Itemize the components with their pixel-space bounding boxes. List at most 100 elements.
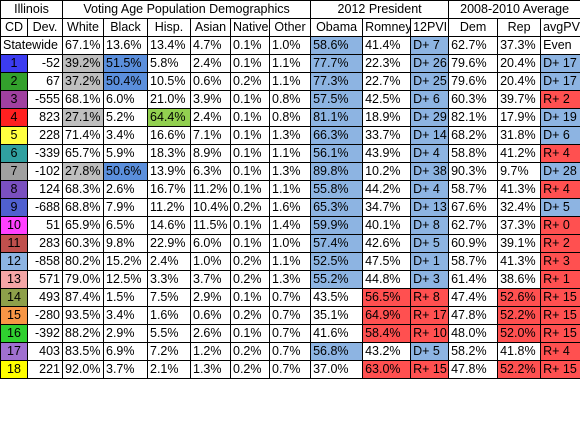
value-cell: 11.5% xyxy=(190,216,231,235)
value-cell: 20.4% xyxy=(497,54,542,73)
value-cell: 6.0% xyxy=(190,234,231,253)
value-cell: 1.0% xyxy=(190,252,231,271)
value-cell: 38.6% xyxy=(497,270,542,289)
value-cell: 1.3% xyxy=(268,270,312,289)
column-header: Other xyxy=(268,18,312,37)
value-cell: R+ 15 xyxy=(540,288,580,307)
value-cell: 0.2% xyxy=(230,342,270,361)
value-cell: 12.5% xyxy=(103,270,148,289)
value-cell: D+ 13 xyxy=(410,198,450,217)
value-cell: 60.3% xyxy=(62,234,104,253)
value-cell: 6.0% xyxy=(103,90,148,109)
value-cell: R+ 17 xyxy=(410,306,450,325)
column-header: Dev. xyxy=(27,18,63,37)
value-cell: 56.8% xyxy=(310,342,364,361)
value-cell: 10.4% xyxy=(190,198,231,217)
value-cell: 50.4% xyxy=(103,72,148,91)
value-cell: 39.7% xyxy=(497,90,542,109)
column-header: avgPVI xyxy=(540,18,580,37)
value-cell: 14.6% xyxy=(147,216,191,235)
value-cell: D+ 29 xyxy=(410,108,450,127)
value-cell: D+ 6 xyxy=(540,126,580,145)
value-cell: 68.2% xyxy=(448,126,499,145)
value-cell: 1.6% xyxy=(268,198,312,217)
value-cell: 0.1% xyxy=(230,36,270,55)
value-cell: 3.4% xyxy=(103,126,148,145)
value-cell: 1.0% xyxy=(268,234,312,253)
value-cell: 57.4% xyxy=(310,234,364,253)
value-cell: 3.3% xyxy=(147,270,191,289)
value-cell: 37.0% xyxy=(310,360,364,379)
value-cell: 13.6% xyxy=(103,36,148,55)
value-cell: R+ 15 xyxy=(540,306,580,325)
value-cell: R+ 3 xyxy=(540,252,580,271)
value-cell: 1.0% xyxy=(268,36,312,55)
value-cell: 67.6% xyxy=(448,198,499,217)
value-cell: 2.4% xyxy=(190,108,231,127)
data-row: 15 -280 93.5% 3.4% 1.6% 0.6% 0.2% 0.7% 35.1% 64.9… xyxy=(0,306,580,325)
value-cell: 67 xyxy=(27,72,63,91)
value-cell: 0.1% xyxy=(230,162,270,181)
value-cell: 68.8% xyxy=(62,198,104,217)
value-cell: 1.3% xyxy=(268,126,312,145)
data-row: 6 -339 65.7% 5.9% 18.3% 8.9% 0.1% 1.1% 56.1% 43.9… xyxy=(0,144,580,163)
value-cell: R+ 4 xyxy=(540,144,580,163)
value-cell: 3.7% xyxy=(190,270,231,289)
group-header: 2008-2010 Average xyxy=(448,0,580,19)
group-header-row: Illinois Voting Age Population Demographi… xyxy=(0,0,580,19)
value-cell: 0.2% xyxy=(230,306,270,325)
value-cell: 61.4% xyxy=(448,270,499,289)
value-cell: 0.1% xyxy=(230,324,270,343)
district-cell: 8 xyxy=(0,180,28,199)
value-cell: 41.8% xyxy=(497,342,542,361)
value-cell: 0.2% xyxy=(230,72,270,91)
value-cell: 37.3% xyxy=(497,36,542,55)
value-cell: 823 xyxy=(27,108,63,127)
value-cell: 0.8% xyxy=(268,108,312,127)
value-cell: D+ 14 xyxy=(410,126,450,145)
data-row: 9 -688 68.8% 7.9% 11.2% 10.4% 0.2% 1.6% 65.3% 34.… xyxy=(0,198,580,217)
value-cell: R+ 8 xyxy=(410,288,450,307)
value-cell: 68.3% xyxy=(62,180,104,199)
value-cell: 0.1% xyxy=(230,126,270,145)
value-cell: 493 xyxy=(27,288,63,307)
value-cell: 67.1% xyxy=(62,36,104,55)
value-cell: 5.9% xyxy=(103,144,148,163)
value-cell: 0.2% xyxy=(230,252,270,271)
value-cell: 52.5% xyxy=(310,252,364,271)
value-cell: 89.8% xyxy=(310,162,364,181)
data-row: 16 -392 88.2% 2.9% 5.5% 2.6% 0.1% 0.7% 41.6% 58.4… xyxy=(0,324,580,343)
value-cell: 47.4% xyxy=(448,288,499,307)
value-cell: 10.5% xyxy=(147,72,191,91)
district-cell: 5 xyxy=(0,126,28,145)
value-cell: -339 xyxy=(27,144,63,163)
district-cell: 14 xyxy=(0,288,28,307)
value-cell: 5.5% xyxy=(147,324,191,343)
value-cell: 41.3% xyxy=(497,180,542,199)
value-cell: 10.2% xyxy=(362,162,412,181)
value-cell: 2.1% xyxy=(147,360,191,379)
table-body: Illinois Voting Age Population Demographi… xyxy=(0,0,580,379)
value-cell: 0.2% xyxy=(230,270,270,289)
value-cell: 41.4% xyxy=(362,36,412,55)
value-cell: 58.7% xyxy=(448,180,499,199)
value-cell: -102 xyxy=(27,162,63,181)
value-cell: 16.6% xyxy=(147,126,191,145)
value-cell: 7.9% xyxy=(103,198,148,217)
value-cell: 228 xyxy=(27,126,63,145)
value-cell: 0.7% xyxy=(268,306,312,325)
district-cell: 12 xyxy=(0,252,28,271)
data-row: 5 228 71.4% 3.4% 16.6% 7.1% 0.1% 1.3% 66.3% 33.7%… xyxy=(0,126,580,145)
value-cell: 48.0% xyxy=(448,324,499,343)
value-cell: D+ 28 xyxy=(540,162,580,181)
value-cell: 59.9% xyxy=(310,216,364,235)
value-cell: -392 xyxy=(27,324,63,343)
value-cell: R+ 4 xyxy=(540,342,580,361)
value-cell: 0.1% xyxy=(230,90,270,109)
column-header: 12PVI xyxy=(410,18,450,37)
column-header: Black xyxy=(103,18,148,37)
value-cell: -555 xyxy=(27,90,63,109)
column-header: Rep xyxy=(497,18,542,37)
value-cell: R+ 15 xyxy=(540,324,580,343)
data-row: 2 67 37.2% 50.4% 10.5% 0.6% 0.2% 1.1% 77.3% 22.7%… xyxy=(0,72,580,91)
